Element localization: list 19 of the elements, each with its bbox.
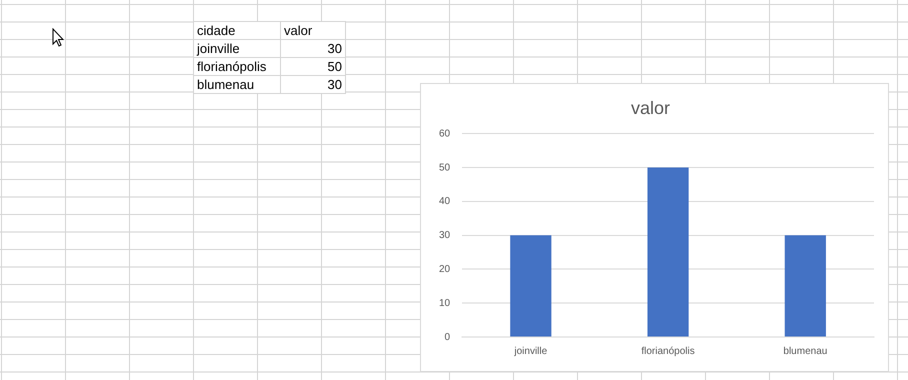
text: blumenau [194,76,280,94]
y-tick-label: 0 [444,332,451,343]
y-tick-label: 20 [439,264,451,275]
x-tick-label: joinville [513,346,548,357]
chart-title: valor [630,98,670,118]
text: 30 [280,40,346,58]
x-tick-label: florianópolis [641,346,695,357]
text: 50 [280,58,346,76]
text: 30 [280,76,346,94]
y-tick-label: 50 [439,162,451,174]
y-tick-label: 30 [439,230,451,242]
x-tick-label: blumenau [783,346,828,357]
text: florianópolis [194,58,280,76]
text: valor [280,22,346,40]
y-tick-label: 10 [439,298,451,309]
y-tick-label: 60 [439,128,451,140]
text: joinville [194,40,280,58]
text: cidade [194,22,280,40]
y-tick-label: 40 [439,196,451,208]
